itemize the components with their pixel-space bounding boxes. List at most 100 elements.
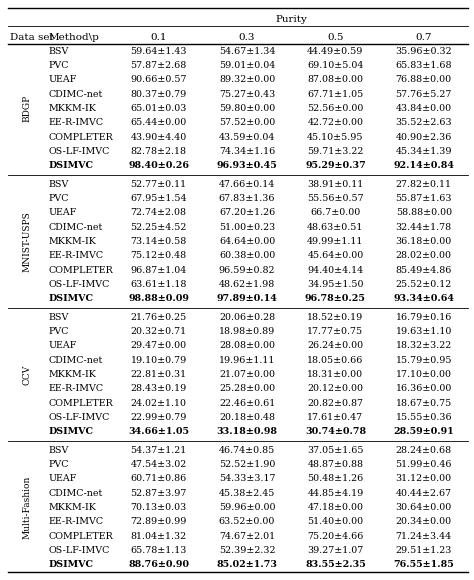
Text: 45.64±0.00: 45.64±0.00 xyxy=(307,251,364,260)
Text: 55.56±0.57: 55.56±0.57 xyxy=(307,194,364,203)
Text: BDGP: BDGP xyxy=(23,95,32,122)
Text: 60.38±0.00: 60.38±0.00 xyxy=(219,251,275,260)
Text: 32.44±1.78: 32.44±1.78 xyxy=(396,223,452,231)
Text: 22.81±0.31: 22.81±0.31 xyxy=(131,370,187,379)
Text: EE-R-IMVC: EE-R-IMVC xyxy=(48,251,103,260)
Text: 0.7: 0.7 xyxy=(416,32,432,42)
Text: 17.10±0.00: 17.10±0.00 xyxy=(396,370,452,379)
Text: 90.66±0.57: 90.66±0.57 xyxy=(130,75,187,84)
Text: UEAF: UEAF xyxy=(48,208,76,218)
Text: 19.63±1.10: 19.63±1.10 xyxy=(396,327,452,336)
Text: 35.96±0.32: 35.96±0.32 xyxy=(395,46,452,56)
Text: 96.78±0.25: 96.78±0.25 xyxy=(305,294,366,303)
Text: 85.49±4.86: 85.49±4.86 xyxy=(396,266,452,275)
Text: 63.52±0.00: 63.52±0.00 xyxy=(219,517,275,526)
Text: 25.52±0.12: 25.52±0.12 xyxy=(396,280,452,289)
Text: 18.32±3.22: 18.32±3.22 xyxy=(396,342,452,350)
Text: 74.67±2.01: 74.67±2.01 xyxy=(219,532,275,541)
Text: COMPLETER: COMPLETER xyxy=(48,398,113,408)
Text: 71.24±3.44: 71.24±3.44 xyxy=(396,532,452,541)
Text: 37.05±1.65: 37.05±1.65 xyxy=(307,445,364,455)
Text: 29.51±1.23: 29.51±1.23 xyxy=(396,546,452,555)
Text: 18.67±0.75: 18.67±0.75 xyxy=(396,398,452,408)
Text: EE-R-IMVC: EE-R-IMVC xyxy=(48,385,103,393)
Text: 59.80±0.00: 59.80±0.00 xyxy=(219,104,275,113)
Text: 45.34±1.39: 45.34±1.39 xyxy=(396,147,452,156)
Text: BSV: BSV xyxy=(48,445,69,455)
Text: 28.43±0.19: 28.43±0.19 xyxy=(130,385,187,393)
Text: PVC: PVC xyxy=(48,460,69,469)
Text: 18.52±0.19: 18.52±0.19 xyxy=(307,313,364,322)
Text: UEAF: UEAF xyxy=(48,342,76,350)
Text: 24.02±1.10: 24.02±1.10 xyxy=(131,398,187,408)
Text: BSV: BSV xyxy=(48,180,69,189)
Text: 73.14±0.58: 73.14±0.58 xyxy=(130,237,187,246)
Text: 81.04±1.32: 81.04±1.32 xyxy=(131,532,187,541)
Text: 20.12±0.00: 20.12±0.00 xyxy=(308,385,364,393)
Text: 47.18±0.00: 47.18±0.00 xyxy=(308,503,364,512)
Text: COMPLETER: COMPLETER xyxy=(48,532,113,541)
Text: 21.76±0.25: 21.76±0.25 xyxy=(130,313,187,322)
Text: Method\p: Method\p xyxy=(48,32,99,42)
Text: 60.71±0.86: 60.71±0.86 xyxy=(130,474,187,483)
Text: 43.84±0.00: 43.84±0.00 xyxy=(396,104,452,113)
Text: 69.10±5.04: 69.10±5.04 xyxy=(307,61,364,70)
Text: 75.27±0.43: 75.27±0.43 xyxy=(219,90,275,99)
Text: CCV: CCV xyxy=(23,364,32,385)
Text: 48.62±1.98: 48.62±1.98 xyxy=(219,280,275,289)
Text: 40.44±2.67: 40.44±2.67 xyxy=(396,489,452,498)
Text: 74.34±1.16: 74.34±1.16 xyxy=(219,147,275,156)
Text: 93.34±0.64: 93.34±0.64 xyxy=(393,294,454,303)
Text: 89.32±0.00: 89.32±0.00 xyxy=(219,75,275,84)
Text: 40.90±2.36: 40.90±2.36 xyxy=(396,133,452,142)
Text: 52.52±1.90: 52.52±1.90 xyxy=(219,460,275,469)
Text: 22.46±0.61: 22.46±0.61 xyxy=(219,398,275,408)
Text: 83.55±2.35: 83.55±2.35 xyxy=(305,560,366,570)
Text: 76.88±0.00: 76.88±0.00 xyxy=(396,75,452,84)
Text: 20.06±0.28: 20.06±0.28 xyxy=(219,313,275,322)
Text: 67.95±1.54: 67.95±1.54 xyxy=(130,194,187,203)
Text: 25.28±0.00: 25.28±0.00 xyxy=(219,385,275,393)
Text: 28.59±0.91: 28.59±0.91 xyxy=(393,427,454,436)
Text: 65.83±1.68: 65.83±1.68 xyxy=(396,61,452,70)
Text: 67.71±1.05: 67.71±1.05 xyxy=(307,90,364,99)
Text: 52.25±4.52: 52.25±4.52 xyxy=(130,223,187,231)
Text: Multi-Fashion: Multi-Fashion xyxy=(23,476,32,539)
Text: 28.08±0.00: 28.08±0.00 xyxy=(219,342,275,350)
Text: 88.76±0.90: 88.76±0.90 xyxy=(128,560,189,570)
Text: 80.37±0.79: 80.37±0.79 xyxy=(130,90,187,99)
Text: 45.10±5.95: 45.10±5.95 xyxy=(307,133,364,142)
Text: 51.40±0.00: 51.40±0.00 xyxy=(307,517,364,526)
Text: 16.36±0.00: 16.36±0.00 xyxy=(396,385,452,393)
Text: 98.40±0.26: 98.40±0.26 xyxy=(128,161,189,171)
Text: 17.77±0.75: 17.77±0.75 xyxy=(307,327,364,336)
Text: Purity: Purity xyxy=(275,15,307,24)
Text: 57.52±0.00: 57.52±0.00 xyxy=(219,118,275,128)
Text: 36.18±0.00: 36.18±0.00 xyxy=(396,237,452,246)
Text: 20.18±0.48: 20.18±0.48 xyxy=(219,413,275,422)
Text: PVC: PVC xyxy=(48,327,69,336)
Text: 30.64±0.00: 30.64±0.00 xyxy=(396,503,452,512)
Text: 85.02±1.73: 85.02±1.73 xyxy=(217,560,278,570)
Text: 52.56±0.00: 52.56±0.00 xyxy=(307,104,364,113)
Text: 75.12±0.48: 75.12±0.48 xyxy=(131,251,187,260)
Text: 48.63±0.51: 48.63±0.51 xyxy=(307,223,364,231)
Text: DSIMVC: DSIMVC xyxy=(48,427,93,436)
Text: 96.59±0.82: 96.59±0.82 xyxy=(219,266,275,275)
Text: 49.99±1.11: 49.99±1.11 xyxy=(307,237,364,246)
Text: CDIMC-net: CDIMC-net xyxy=(48,489,102,498)
Text: 50.48±1.26: 50.48±1.26 xyxy=(307,474,364,483)
Text: PVC: PVC xyxy=(48,194,69,203)
Text: 31.12±0.00: 31.12±0.00 xyxy=(396,474,452,483)
Text: COMPLETER: COMPLETER xyxy=(48,266,113,275)
Text: 0.3: 0.3 xyxy=(239,32,255,42)
Text: 65.78±1.13: 65.78±1.13 xyxy=(130,546,187,555)
Text: 39.27±1.07: 39.27±1.07 xyxy=(307,546,364,555)
Text: 28.24±0.68: 28.24±0.68 xyxy=(396,445,452,455)
Text: 57.87±2.68: 57.87±2.68 xyxy=(130,61,187,70)
Text: 72.89±0.99: 72.89±0.99 xyxy=(130,517,187,526)
Text: 58.88±0.00: 58.88±0.00 xyxy=(396,208,452,218)
Text: 96.93±0.45: 96.93±0.45 xyxy=(217,161,277,171)
Text: 44.85±4.19: 44.85±4.19 xyxy=(307,489,364,498)
Text: MNIST-USPS: MNIST-USPS xyxy=(23,211,32,272)
